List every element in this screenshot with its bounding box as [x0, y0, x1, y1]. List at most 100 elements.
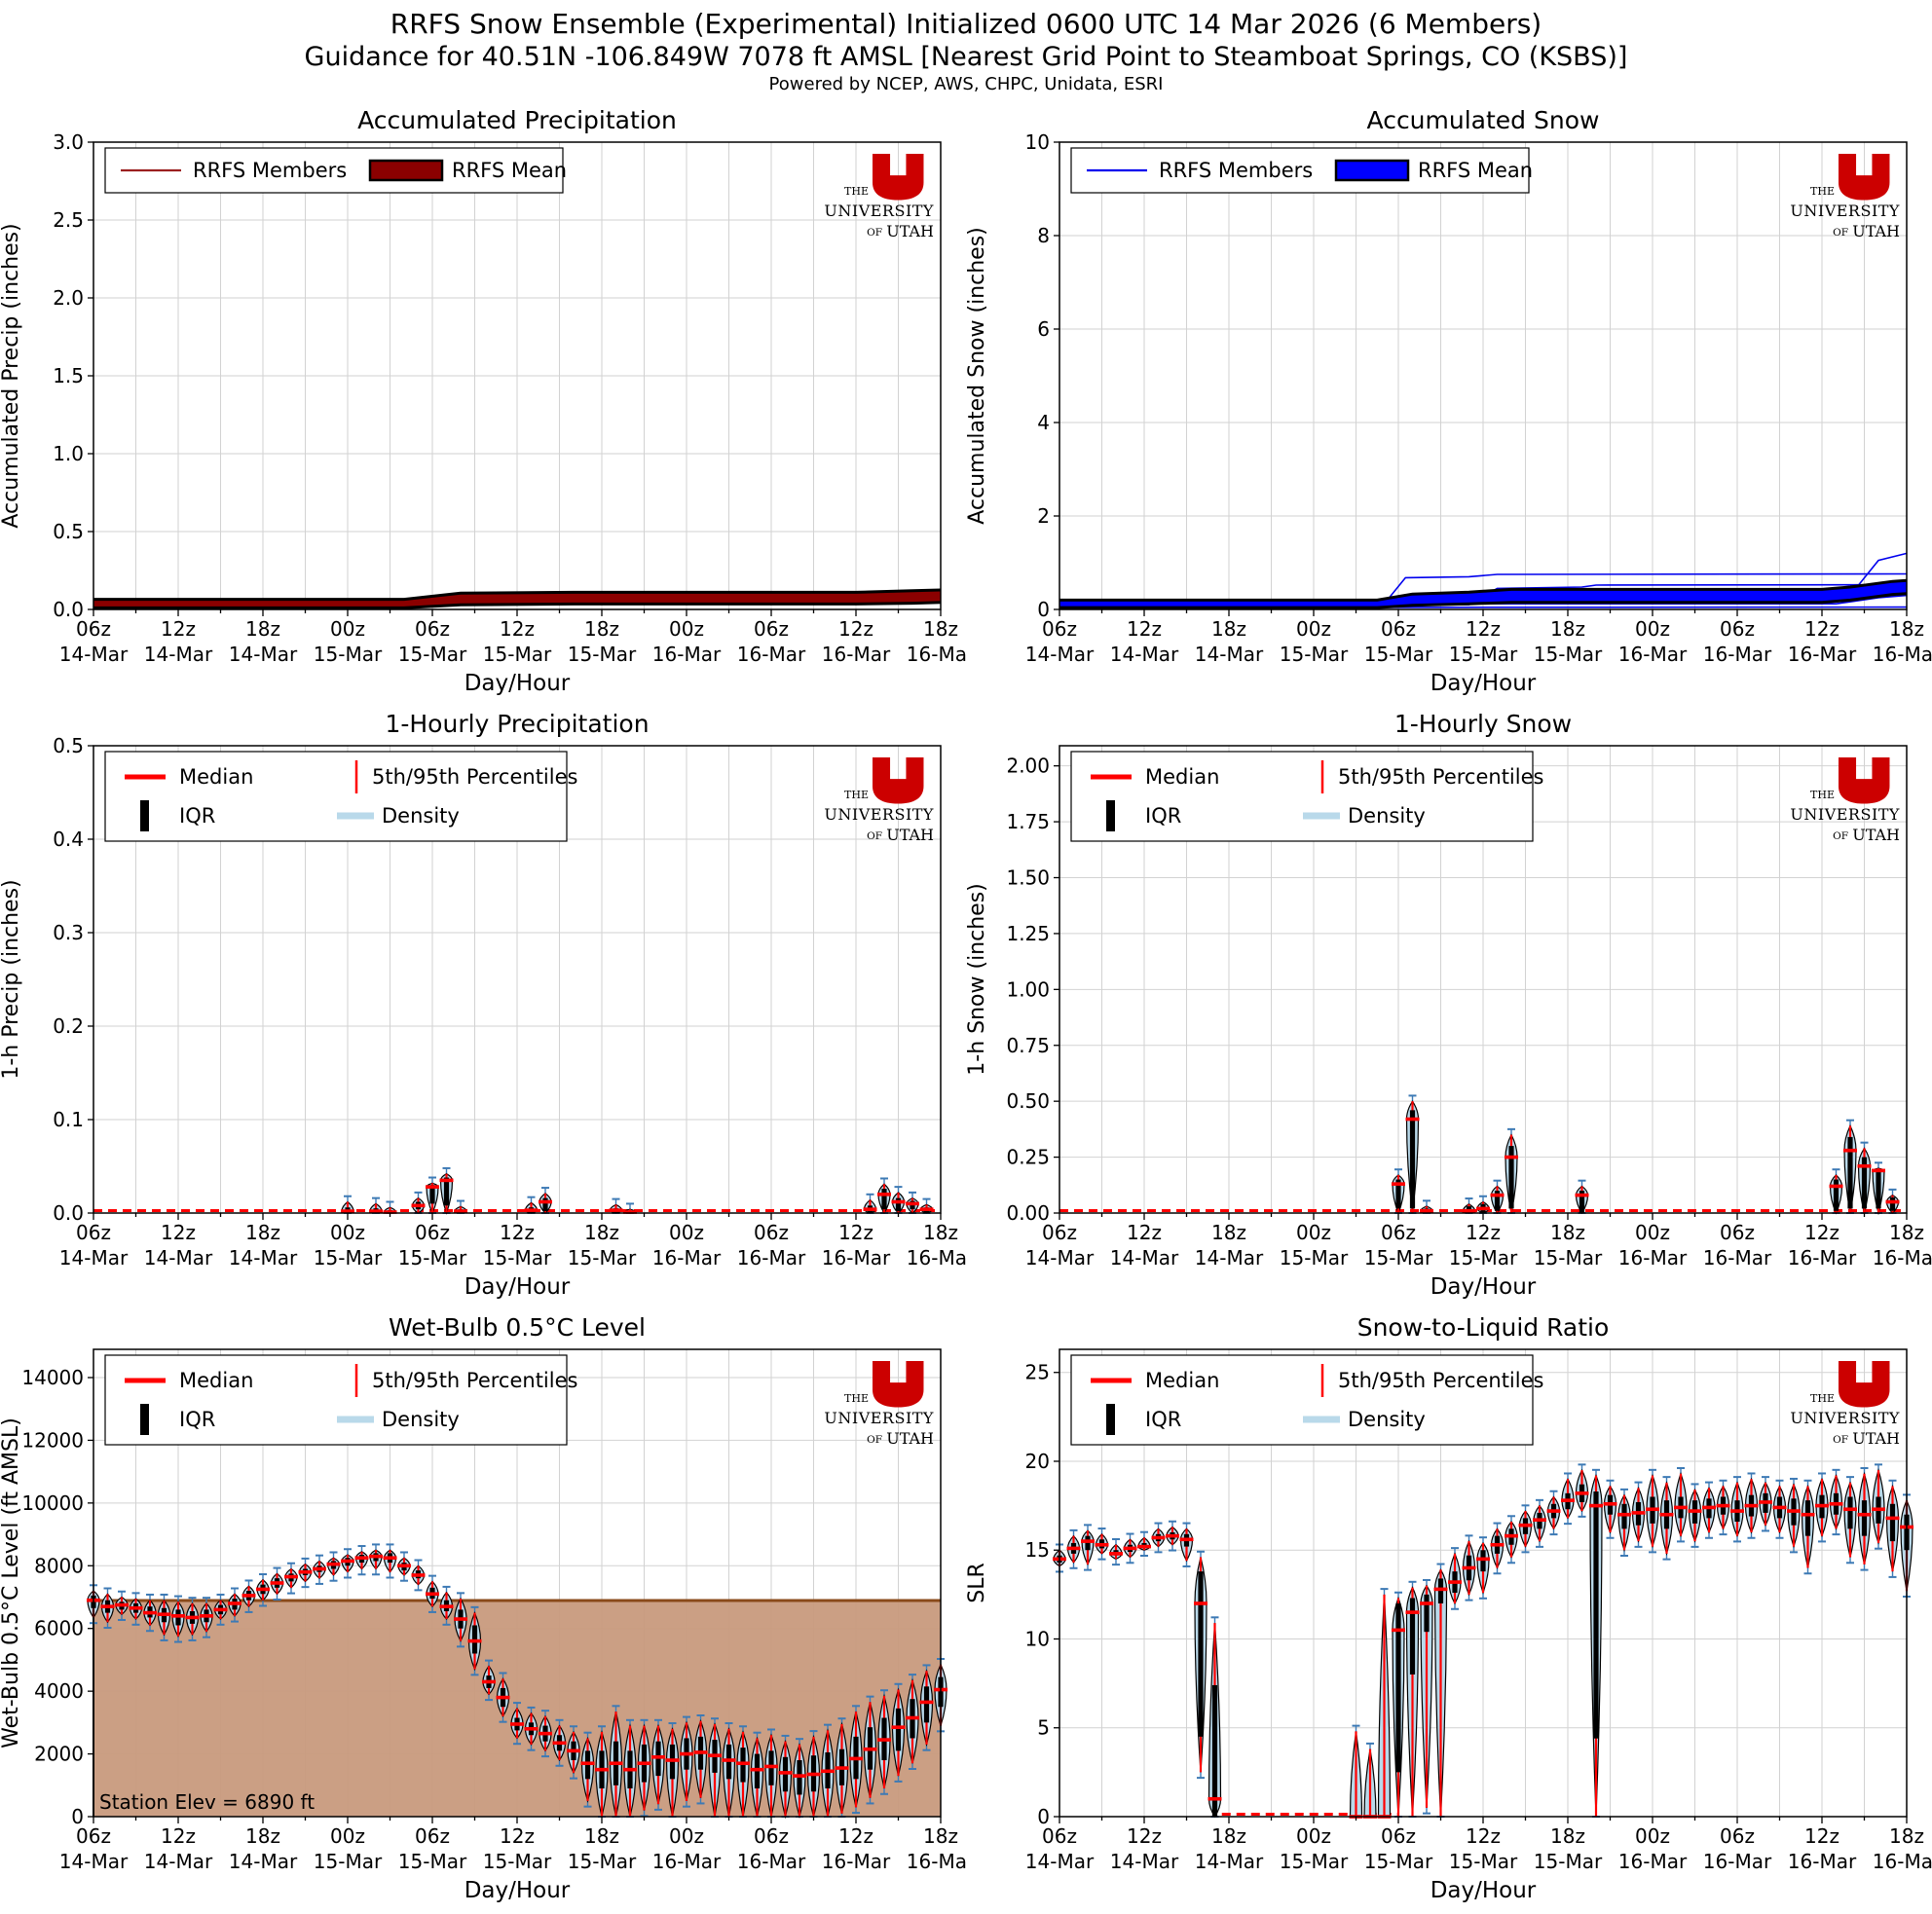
x-tick-day: 14-Mar: [144, 1246, 213, 1270]
violin: [1885, 1479, 1900, 1578]
violin: [1433, 1563, 1448, 1818]
legend-median-label: Median: [1145, 1369, 1219, 1392]
accumulated-precipitation-title: Accumulated Precipitation: [357, 106, 677, 134]
svg-text:UTAH: UTAH: [886, 1429, 934, 1448]
accumulated-snow-title: Accumulated Snow: [1367, 106, 1600, 134]
x-tick-day: 16-Mar: [1618, 1246, 1688, 1270]
x-tick-day: 15-Mar: [1280, 1850, 1349, 1873]
violin: [242, 1579, 256, 1613]
x-tick-hour: 06z: [1381, 1824, 1416, 1848]
x-tick-day: 16-Mar: [1788, 643, 1857, 666]
violin: [1787, 1477, 1801, 1554]
x-tick-hour: 00z: [669, 1824, 704, 1848]
university-of-utah-logo: THE UNIVERSITY OF UTAH: [1790, 757, 1900, 844]
x-tick-hour: 12z: [161, 1824, 196, 1848]
charts-grid: 06z 14-Mar 12z 14-Mar 18z 14-Mar 00z 15-Mar 06z 1…: [0, 99, 1932, 1910]
university-of-utah-logo: THE UNIVERSITY OF UTAH: [824, 1361, 934, 1448]
x-tick-day: 14-Mar: [1195, 643, 1264, 666]
violin: [609, 1705, 623, 1818]
svg-text:UNIVERSITY: UNIVERSITY: [1790, 805, 1900, 824]
y-tick-label: 2000: [34, 1743, 84, 1766]
y-tick-label: 15: [1025, 1538, 1050, 1562]
y-tick-label: 1.25: [1006, 922, 1050, 945]
guidance-subtitle: Guidance for 40.51N -106.849W 7078 ft AM…: [304, 42, 1628, 72]
y-tick-label: 1.00: [1006, 977, 1050, 1001]
y-tick-label: 0.75: [1006, 1034, 1050, 1057]
y-axis-label: 1-h Snow (inches): [966, 883, 989, 1075]
y-tick-label: 10: [1025, 130, 1050, 154]
x-axis-label: Day/Hour: [464, 671, 571, 696]
x-tick-hour: 12z: [838, 1221, 873, 1244]
x-tick-day: 14-Mar: [1025, 1850, 1095, 1873]
legend-percentiles-label: 5th/95th Percentiles: [372, 1369, 577, 1392]
x-tick-day: 16-Mar: [1873, 1246, 1932, 1270]
x-tick-hour: 12z: [161, 617, 196, 641]
credit-line: Powered by NCEP, AWS, CHPC, Unidata, ESR…: [768, 74, 1164, 94]
violin: [467, 1605, 482, 1676]
y-axis-label: SLR: [966, 1563, 989, 1603]
svg-text:UTAH: UTAH: [1852, 826, 1900, 844]
y-axis-label: 1-h Precip (inches): [0, 879, 23, 1079]
violin: [129, 1592, 143, 1626]
x-tick-hour: 00z: [330, 617, 365, 641]
violin: [580, 1731, 595, 1808]
violin: [906, 1191, 919, 1214]
x-tick-hour: 06z: [1381, 1221, 1416, 1244]
violin: [1194, 1550, 1208, 1780]
violin: [736, 1725, 750, 1818]
violin: [1857, 1141, 1872, 1214]
legend: Median IQR 5th/95th Percentiles Density: [1070, 1354, 1543, 1446]
violin: [1505, 1127, 1518, 1214]
x-tick-hour: 06z: [754, 1824, 789, 1848]
violin: [1631, 1481, 1646, 1548]
y-tick-label: 2.5: [53, 208, 84, 232]
hourly-precipitation-chart: 06z14-Mar12z14-Mar18z14-Mar00z15-Mar06z1…: [0, 703, 976, 1307]
legend-members-label: RRFS Members: [193, 159, 347, 182]
violin: [426, 1176, 439, 1215]
legend-percentiles-label: 5th/95th Percentiles: [1338, 1369, 1543, 1392]
x-tick-hour: 12z: [1466, 1824, 1501, 1848]
violin: [891, 1682, 906, 1783]
violin: [1759, 1476, 1772, 1532]
y-tick-label: 8: [1037, 224, 1050, 247]
x-tick-day: 14-Mar: [1110, 1246, 1179, 1270]
violin: [439, 1585, 454, 1626]
violin: [552, 1718, 567, 1767]
x-tick-hour: 18z: [923, 1221, 958, 1244]
panel-hourly-precipitation: 06z 14-Mar 12z 14-Mar 18z 14-Mar 00z 15-Mar 06z 1…: [0, 703, 976, 1307]
violin: [341, 1548, 354, 1579]
svg-text:OF: OF: [867, 830, 882, 842]
x-tick-hour: 18z: [1211, 1221, 1246, 1244]
x-tick-hour: 12z: [500, 1824, 535, 1848]
x-tick-day: 14-Mar: [229, 643, 298, 666]
x-tick-day: 14-Mar: [59, 1850, 129, 1873]
y-tick-label: 2: [1037, 504, 1050, 528]
y-tick-label: 0.1: [53, 1108, 84, 1131]
y-tick-label: 1.5: [53, 364, 84, 387]
violin: [1095, 1528, 1109, 1561]
x-tick-day: 14-Mar: [59, 1246, 129, 1270]
legend-median-label: Median: [179, 1369, 253, 1392]
x-tick-day: 15-Mar: [568, 1246, 637, 1270]
x-tick-hour: 06z: [1720, 1824, 1755, 1848]
violin: [609, 1197, 623, 1214]
y-tick-label: 2.0: [53, 286, 84, 310]
x-tick-day: 15-Mar: [483, 1850, 552, 1873]
violin: [510, 1702, 524, 1746]
violin: [778, 1734, 793, 1820]
x-tick-hour: 12z: [838, 617, 873, 641]
y-tick-label: 1.0: [53, 442, 84, 465]
x-tick-hour: 18z: [1550, 1824, 1585, 1848]
x-tick-hour: 18z: [245, 617, 280, 641]
y-tick-label: 10000: [21, 1491, 84, 1515]
violin: [1843, 1476, 1857, 1564]
x-tick-day: 16-Mar: [822, 1850, 891, 1873]
x-tick-hour: 12z: [1804, 1824, 1839, 1848]
violin: [1801, 1479, 1815, 1575]
violin: [369, 1543, 383, 1576]
svg-text:UTAH: UTAH: [1852, 1429, 1900, 1448]
violin: [411, 1559, 426, 1592]
svg-text:UTAH: UTAH: [1852, 222, 1900, 240]
violin: [1123, 1532, 1137, 1564]
x-tick-day: 15-Mar: [398, 1246, 467, 1270]
